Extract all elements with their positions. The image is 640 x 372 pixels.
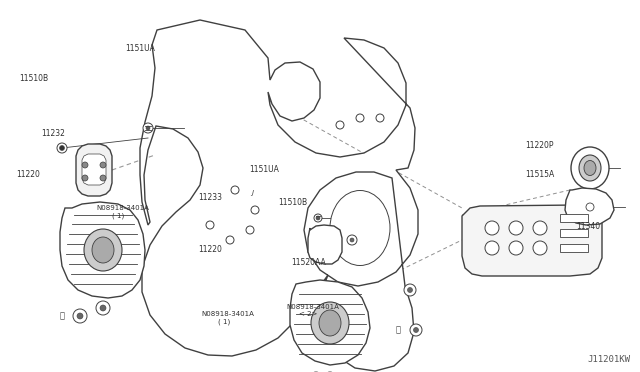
Circle shape <box>77 313 83 319</box>
Circle shape <box>408 288 413 292</box>
Polygon shape <box>308 225 342 264</box>
Ellipse shape <box>319 310 341 336</box>
Circle shape <box>316 216 320 220</box>
Circle shape <box>347 235 357 245</box>
Bar <box>560 229 588 237</box>
Text: 11510B: 11510B <box>278 198 308 207</box>
Bar <box>560 214 588 222</box>
Polygon shape <box>82 154 106 185</box>
Text: 11510B: 11510B <box>19 74 49 83</box>
Circle shape <box>100 305 106 311</box>
Circle shape <box>314 214 322 222</box>
Circle shape <box>100 162 106 168</box>
Text: ( 1): ( 1) <box>112 212 124 219</box>
Circle shape <box>509 221 523 235</box>
Text: 11340: 11340 <box>576 222 600 231</box>
Ellipse shape <box>579 155 601 181</box>
Circle shape <box>82 162 88 168</box>
Polygon shape <box>76 144 112 196</box>
Text: 11515A: 11515A <box>525 170 554 179</box>
Circle shape <box>96 301 110 315</box>
Polygon shape <box>462 205 602 276</box>
Text: J: J <box>251 190 253 196</box>
Circle shape <box>376 114 384 122</box>
Circle shape <box>226 236 234 244</box>
Bar <box>560 244 588 252</box>
Text: N08918-3401A: N08918-3401A <box>286 304 339 310</box>
Circle shape <box>533 221 547 235</box>
Circle shape <box>82 175 88 181</box>
Circle shape <box>413 327 419 333</box>
Ellipse shape <box>330 190 390 266</box>
Text: 11220: 11220 <box>198 245 222 254</box>
Text: J11201KW: J11201KW <box>587 355 630 364</box>
Text: N08918-3401A: N08918-3401A <box>202 311 255 317</box>
Text: 11232: 11232 <box>42 129 65 138</box>
Circle shape <box>485 241 499 255</box>
Polygon shape <box>565 188 614 225</box>
Polygon shape <box>60 202 145 298</box>
Ellipse shape <box>84 229 122 271</box>
Circle shape <box>73 309 87 323</box>
Circle shape <box>246 226 254 234</box>
Ellipse shape <box>571 147 609 189</box>
Polygon shape <box>140 20 418 371</box>
Circle shape <box>60 145 65 151</box>
Circle shape <box>336 121 344 129</box>
Ellipse shape <box>92 237 114 263</box>
Text: 1151UA: 1151UA <box>250 165 280 174</box>
Circle shape <box>231 186 239 194</box>
Circle shape <box>206 221 214 229</box>
Circle shape <box>509 241 523 255</box>
Circle shape <box>533 241 547 255</box>
Text: 11220P: 11220P <box>525 141 554 150</box>
Circle shape <box>146 126 150 130</box>
Circle shape <box>251 206 259 214</box>
Circle shape <box>586 203 594 211</box>
Text: < 2>: < 2> <box>299 311 317 317</box>
Ellipse shape <box>311 302 349 344</box>
Ellipse shape <box>584 160 596 176</box>
Circle shape <box>350 238 354 242</box>
Circle shape <box>410 324 422 336</box>
Text: 1151UA: 1151UA <box>125 44 155 53</box>
Text: Ⓝ: Ⓝ <box>60 311 65 321</box>
Text: 11520AA: 11520AA <box>291 258 326 267</box>
Text: ( 1): ( 1) <box>218 318 230 325</box>
Text: N08918-3401A: N08918-3401A <box>96 205 149 211</box>
Circle shape <box>57 143 67 153</box>
Circle shape <box>100 175 106 181</box>
Text: 11233: 11233 <box>198 193 223 202</box>
Polygon shape <box>290 280 370 365</box>
Text: 11220: 11220 <box>16 170 40 179</box>
Circle shape <box>485 221 499 235</box>
Text: Ⓝ: Ⓝ <box>396 326 401 334</box>
Circle shape <box>143 123 153 133</box>
Circle shape <box>404 284 416 296</box>
Circle shape <box>356 114 364 122</box>
